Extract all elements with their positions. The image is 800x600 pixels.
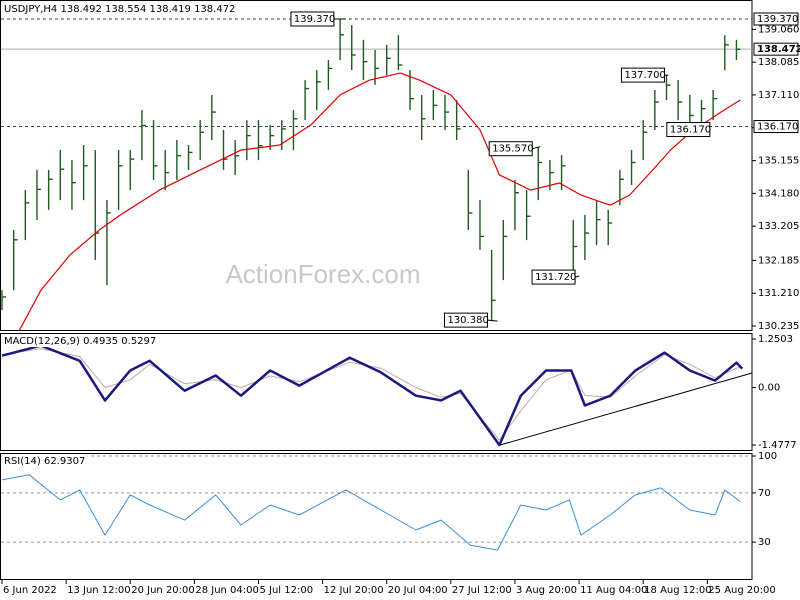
y-tick-label: 131.210 <box>758 288 799 299</box>
indicator-line <box>1 474 741 551</box>
y-tick-label: 130.235 <box>758 321 799 332</box>
y-tick-label: 139.060 <box>758 24 799 35</box>
y-tick-label: 137.110 <box>758 90 799 101</box>
y-tick-label: 1.2503 <box>758 334 793 345</box>
y-tick-label: 133.205 <box>758 221 799 232</box>
level-box <box>753 12 799 26</box>
y-tick-label: 100 <box>758 451 777 462</box>
y-tick-label: -1.4777 <box>758 440 797 451</box>
indicator-line <box>1 348 743 441</box>
annotation-label: 131.720 <box>535 272 576 283</box>
annotation-label: 136.170 <box>670 125 711 136</box>
annotation-box <box>443 312 488 328</box>
trend-line <box>499 372 753 446</box>
annotation-box <box>620 67 665 83</box>
moving-average <box>18 72 741 331</box>
level-label: 138.472 <box>757 44 800 55</box>
x-tick-label: 5 Jul 12:00 <box>259 585 313 596</box>
annotation-leader <box>487 319 498 322</box>
y-tick-label: 138.085 <box>758 57 799 68</box>
y-tick-label: 0.00 <box>758 383 780 394</box>
annotation-box <box>666 122 711 138</box>
annotation-box <box>488 141 533 157</box>
level-label: 139.370 <box>757 14 798 25</box>
title-bg <box>2 3 238 15</box>
annotation-label: 139.370 <box>294 14 335 25</box>
annotation-label: 137.700 <box>624 70 665 81</box>
level-label: 136.170 <box>757 122 798 133</box>
x-tick-label: 13 Jun 12:00 <box>67 585 131 596</box>
x-tick-label: 20 Jun 20:00 <box>131 585 195 596</box>
level-box <box>753 120 799 134</box>
annotation-leader <box>574 275 580 278</box>
title-bg <box>2 455 88 467</box>
x-tick-label: 25 Aug 20:00 <box>708 585 775 596</box>
annotation-box <box>290 11 335 27</box>
y-tick-label: 70 <box>758 488 771 499</box>
x-tick-label: 28 Jun 04:00 <box>195 585 259 596</box>
x-tick-label: 27 Jul 12:00 <box>452 585 512 596</box>
annotation-leader <box>532 146 541 150</box>
panel-frame <box>0 0 753 331</box>
x-tick-label: 12 Jul 20:00 <box>324 585 384 596</box>
panel-frame <box>0 453 753 580</box>
y-tick-label: 135.155 <box>758 156 799 167</box>
x-tick-label: 20 Jul 04:00 <box>388 585 448 596</box>
annotation-label: 130.380 <box>447 315 488 326</box>
x-tick-label: 6 Jun 2022 <box>3 585 57 596</box>
title-bg <box>2 335 159 347</box>
y-tick-label: 30 <box>758 537 771 548</box>
annotation-box <box>531 269 576 285</box>
x-tick-label: 11 Aug 04:00 <box>580 585 647 596</box>
y-tick-label: 134.180 <box>758 188 799 199</box>
x-tick-label: 3 Aug 20:00 <box>516 585 577 596</box>
panel-frame <box>0 333 753 451</box>
indicator-line <box>1 344 744 447</box>
y-tick-label: 132.185 <box>758 255 799 266</box>
annotation-label: 135.570 <box>492 144 533 155</box>
level-box <box>753 42 799 56</box>
panel-title: USDJPY,H4 138.492 138.554 138.419 138.47… <box>4 4 235 15</box>
panel-title: RSI(14) 62.9307 <box>4 456 85 467</box>
panel-title: MACD(12,26,9) 0.4935 0.5297 <box>4 336 156 347</box>
watermark: ActionForex.com <box>225 259 420 289</box>
x-tick-label: 18 Aug 12:00 <box>644 585 711 596</box>
